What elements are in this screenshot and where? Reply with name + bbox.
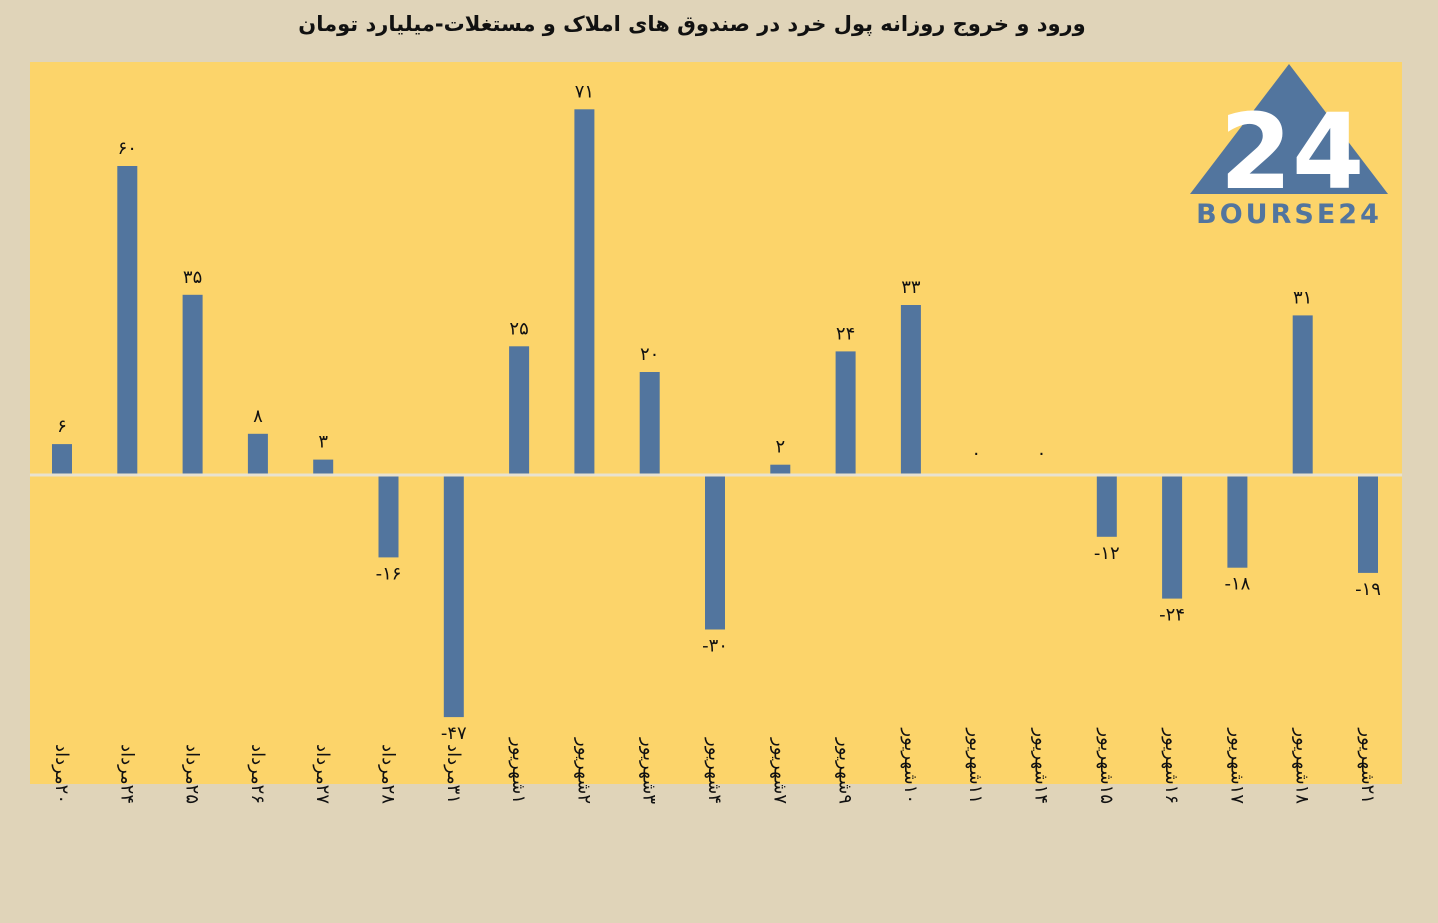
- category-tick-label: ۷شهریور: [769, 737, 790, 804]
- bar-value-label: ۶: [57, 416, 67, 437]
- bar-value-label: ۲: [775, 437, 785, 458]
- category-tick-label: ۲۶مرداد: [247, 744, 268, 804]
- category-tick-label: ۱۸شهریور: [1292, 727, 1313, 804]
- bar-value-label: -۴۷: [441, 723, 467, 744]
- category-tick-label: ۲۸مرداد: [378, 744, 399, 804]
- bar: [574, 109, 595, 476]
- category-tick-label: ۲۵مرداد: [182, 744, 203, 804]
- bar: [835, 351, 856, 475]
- bar: [378, 475, 399, 558]
- plot-area: [30, 62, 1402, 784]
- category-tick-label: ۳شهریور: [639, 737, 660, 804]
- bar-value-label: ۰: [971, 443, 981, 464]
- category-tick-label: ۲۴مرداد: [116, 744, 137, 804]
- bar: [182, 294, 203, 476]
- bar: [1227, 475, 1248, 568]
- category-tick-label: ۳۱مرداد: [443, 744, 464, 804]
- bar: [313, 459, 334, 476]
- bar-value-label: ۶۰: [118, 138, 137, 159]
- value-labels-group: ۶ ۶۰ ۳۵ ۸ ۳ -۱۶ -۴۷ ۲۵ ۷۱ ۲۰ -۳۰ ۲ ۲۴ ۳۳ ۰ ۰ -۱۲ -۲۴ -۱۸ ۳۱…: [57, 81, 1381, 744]
- category-tick-label: ۴شهریور: [704, 737, 725, 804]
- category-tick-label: ۲۱شهریور: [1357, 727, 1378, 804]
- chart-title: ورود و خروج روزانه پول خرد در صندوق های …: [298, 12, 1086, 36]
- category-tick-label: ۱۵شهریور: [1096, 727, 1117, 804]
- category-tick-label: ۲۷مرداد: [312, 744, 333, 804]
- logo-text: BOURSE24: [1196, 199, 1382, 230]
- bar: [900, 305, 921, 475]
- bourse24-logo: 24 BOURSE24: [1190, 64, 1388, 230]
- bar: [1292, 315, 1313, 476]
- category-tick-label: ۲۰مرداد: [51, 744, 72, 804]
- bar-value-label: ۲۵: [509, 318, 528, 339]
- bar: [117, 166, 138, 475]
- bar-value-label: ۲۴: [836, 323, 855, 344]
- bar: [770, 464, 791, 475]
- bar: [443, 475, 464, 718]
- bar: [639, 372, 660, 475]
- category-tick-label: ۹شهریور: [835, 737, 856, 804]
- bar-value-label: -۱۹: [1355, 579, 1381, 600]
- bar: [1096, 475, 1117, 537]
- bar-value-label: ۳۳: [901, 277, 921, 298]
- bar-value-label: ۰: [1037, 443, 1047, 464]
- bar-value-label: -۳۰: [702, 636, 728, 657]
- bars-group: [52, 109, 1378, 718]
- logo-triangle-icon: [1190, 64, 1388, 194]
- bar-value-label: -۲۴: [1159, 605, 1185, 626]
- bar-value-label: -۱۲: [1094, 543, 1120, 564]
- category-tick-label: ۱شهریور: [508, 737, 529, 804]
- category-tick-label: ۱۶شهریور: [1161, 727, 1182, 804]
- bar: [509, 346, 530, 476]
- category-tick-label: ۱۷شهریور: [1226, 727, 1247, 804]
- category-tick-label: ۱۰شهریور: [900, 727, 921, 804]
- category-tick-label: ۲شهریور: [573, 737, 594, 804]
- category-labels-group: ۲۰مرداد ۲۴مرداد ۲۵مرداد ۲۶مرداد ۲۷مرداد ۲۸مرد…: [51, 727, 1378, 804]
- bar-value-label: ۳۵: [183, 267, 202, 288]
- category-tick-label: ۱۱شهریور: [965, 727, 986, 804]
- logo-mark: 24: [1220, 91, 1365, 213]
- bar: [52, 444, 72, 475]
- bar-value-label: ۷۱: [575, 81, 594, 102]
- bar-value-label: ۸: [253, 406, 263, 427]
- bar: [247, 433, 268, 475]
- bar: [705, 475, 725, 630]
- bar: [1358, 475, 1378, 573]
- bar-value-label: -۱۶: [376, 563, 402, 584]
- bar-value-label: -۱۸: [1224, 574, 1250, 595]
- bar-value-label: ۳۱: [1293, 287, 1312, 308]
- bar-value-label: ۲۰: [640, 344, 659, 365]
- category-tick-label: ۱۴شهریور: [1031, 727, 1052, 804]
- bar: [1162, 475, 1183, 599]
- bar-value-label: ۳: [318, 432, 328, 453]
